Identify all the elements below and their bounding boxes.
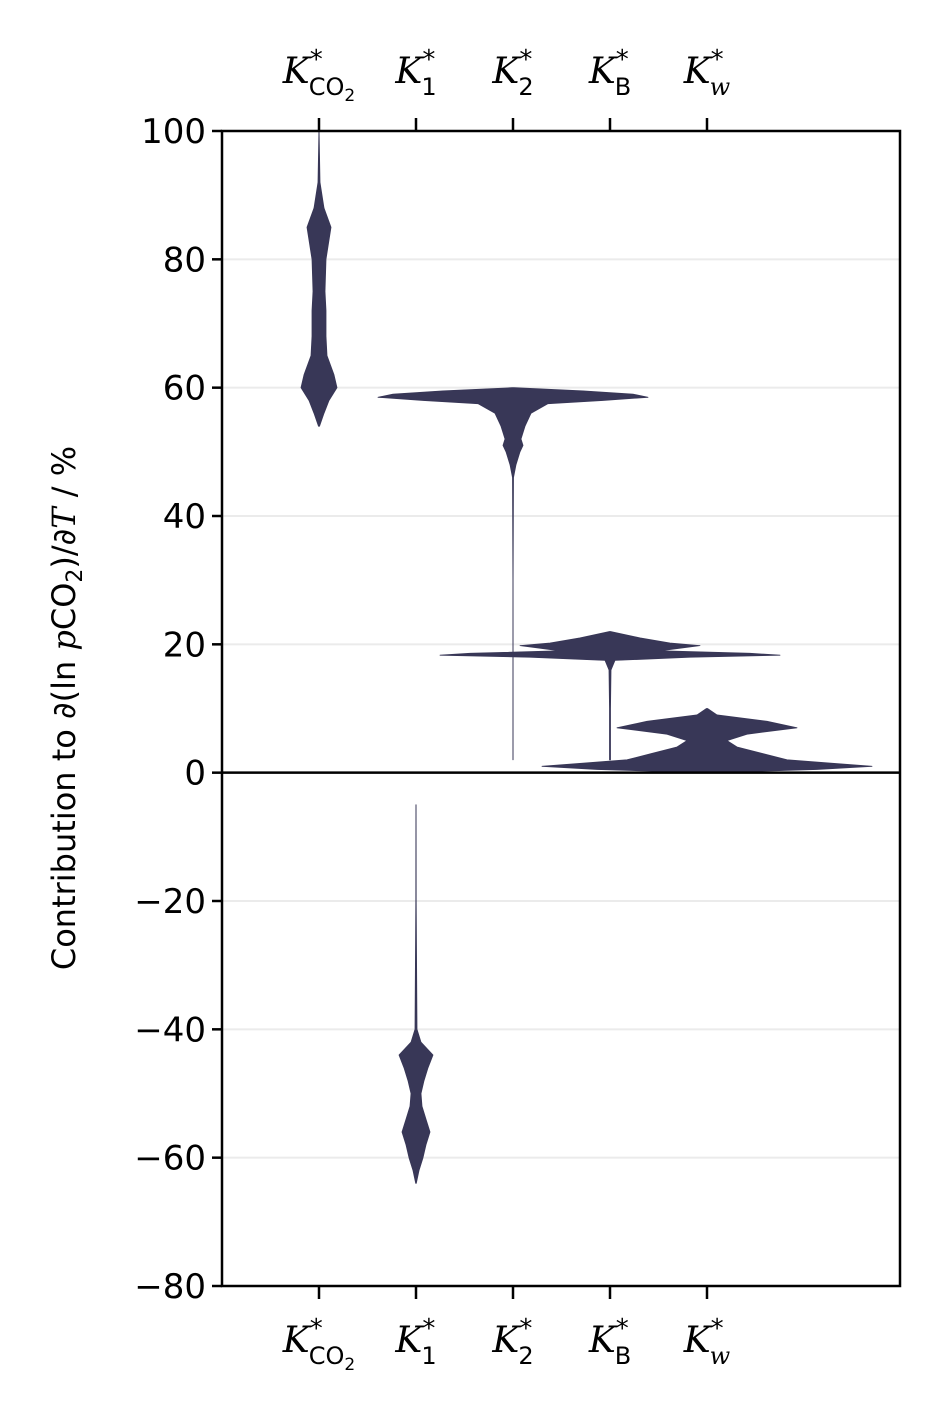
y-tick-label-8: 80 <box>163 240 206 280</box>
violin-2 <box>377 387 649 761</box>
x-tick-label-1: K* 1 <box>394 45 436 101</box>
x-tick-label-0: K* CO2 <box>282 45 355 106</box>
violin-4 <box>541 708 873 774</box>
x-axis-top: K* CO2 K* 1 K* 2 K* B K* w <box>282 45 731 131</box>
y-tick-label-7: 60 <box>163 369 206 409</box>
y-tick-label-5: 20 <box>163 625 206 665</box>
x-tick-label-4: K* w <box>683 1314 731 1370</box>
y-tick-label-6: 40 <box>163 497 206 537</box>
violins <box>300 130 873 1184</box>
x-axis-bottom: K* CO2 K* 1 K* 2 K* B K* w <box>282 1286 731 1375</box>
plot-frame <box>220 129 902 1288</box>
violin-3 <box>439 631 781 761</box>
x-tick-label-3: K* B <box>588 1314 631 1370</box>
violin-0 <box>300 130 338 427</box>
y-tick-label-2: −40 <box>134 1010 206 1050</box>
y-tick-label-9: 100 <box>141 112 206 152</box>
x-tick-label-4: K* w <box>683 45 731 101</box>
y-axis-label: Contribution to ∂(ln pCO2)/∂T / % <box>45 446 88 970</box>
y-tick-label-4: 0 <box>184 754 206 794</box>
x-tick-label-0: K* CO2 <box>282 1314 355 1375</box>
y-axis: −80 −60 −40 −20 0 20 40 60 80 100 <box>134 112 222 1307</box>
x-tick-label-2: K* 2 <box>491 1314 533 1370</box>
y-tick-label-3: −20 <box>134 882 206 922</box>
violin-1 <box>398 804 434 1184</box>
x-tick-label-1: K* 1 <box>394 1314 436 1370</box>
y-tick-label-0: −80 <box>134 1267 206 1307</box>
y-tick-label-1: −60 <box>134 1139 206 1179</box>
x-tick-label-2: K* 2 <box>491 45 533 101</box>
x-tick-label-3: K* B <box>588 45 631 101</box>
